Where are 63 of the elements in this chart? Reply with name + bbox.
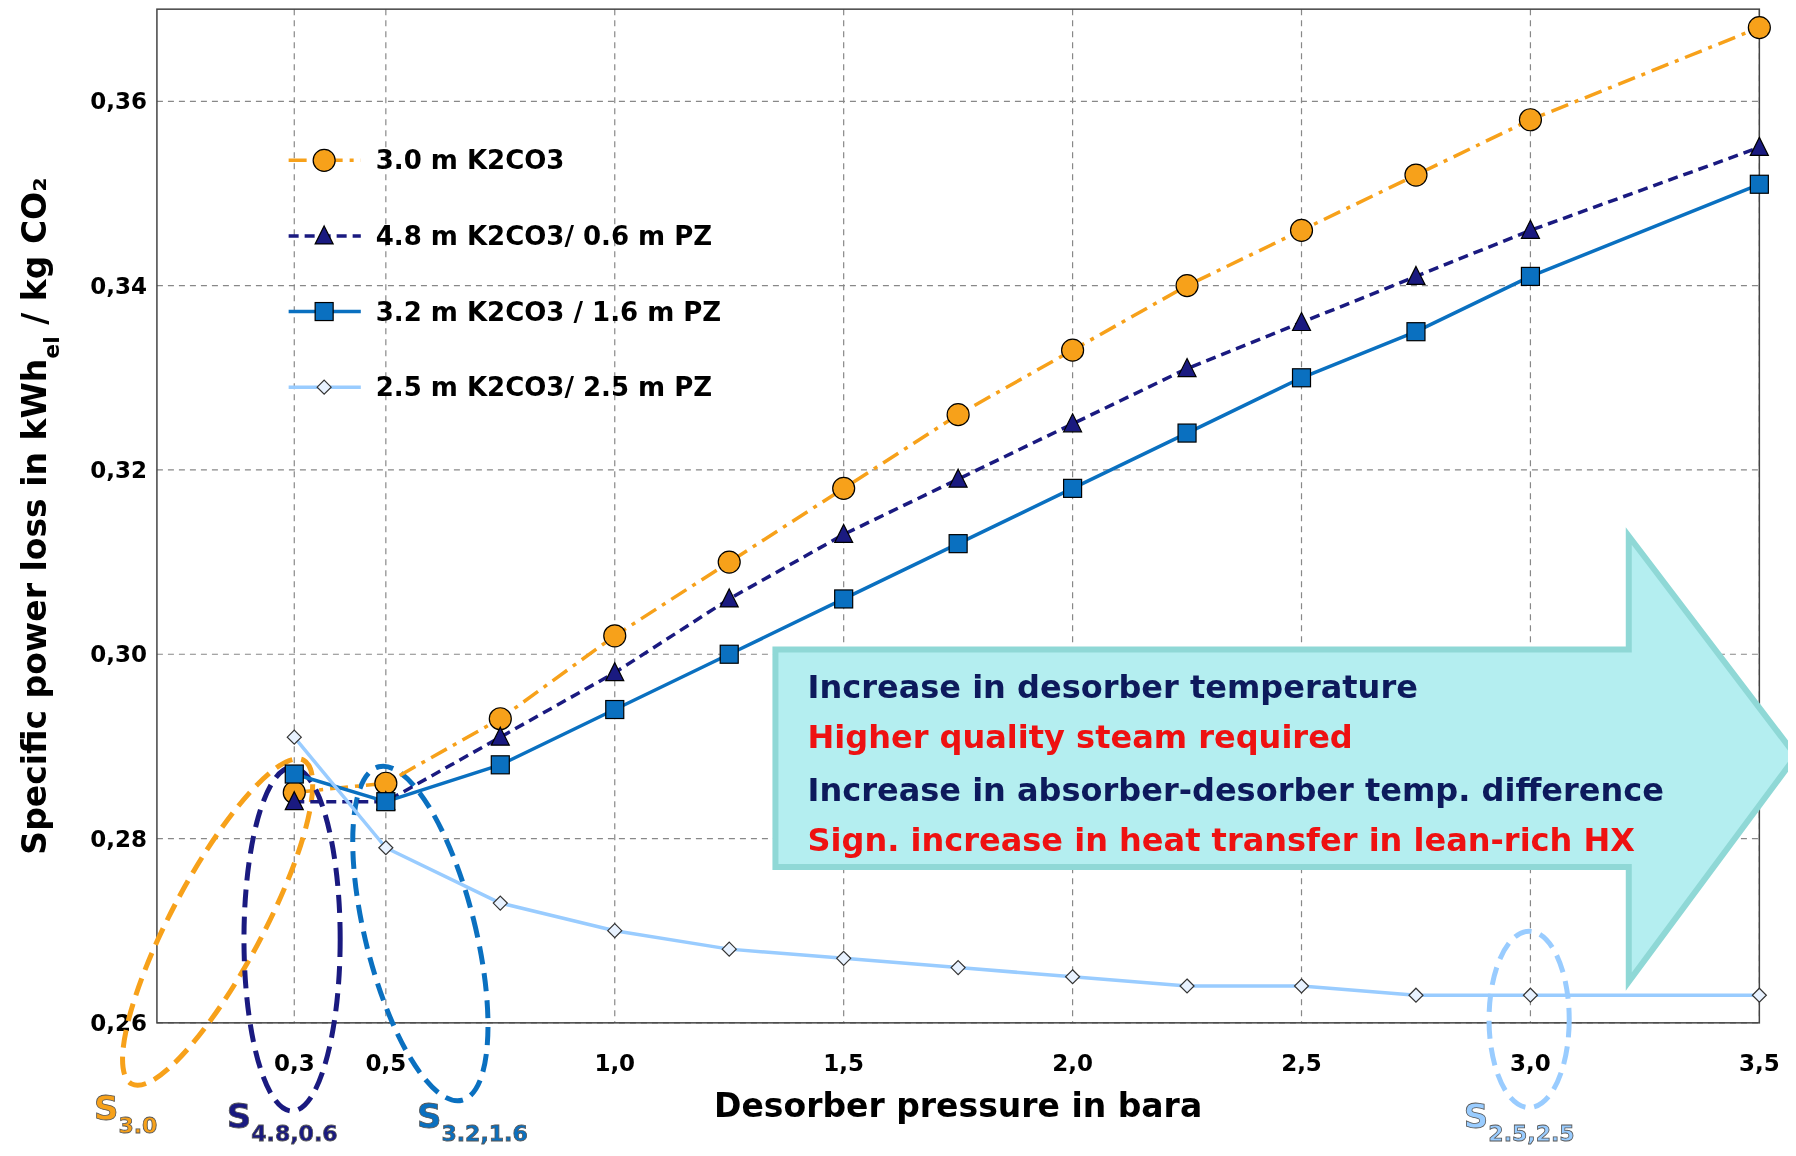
point [490,726,510,746]
y-tick-label: 0,32 [90,456,147,483]
point [605,662,625,682]
point [1177,357,1197,378]
x-tick-label: 0,5 [365,1049,407,1076]
point [1062,478,1083,498]
legend-label: 2.5 m K2CO3/ 2.5 m PZ [375,372,713,403]
y-tick-label: 0,36 [90,88,147,115]
legend-label: 3.0 m K2CO3 [375,145,565,176]
x-tick-label: 0,3 [273,1049,315,1076]
legend-label: 4.8 m K2CO3/ 0.6 m PZ [375,220,713,251]
y-tick-label: 0,28 [90,825,147,852]
point [948,468,968,488]
point [284,791,304,811]
point [1406,265,1426,286]
point [1062,413,1083,433]
point [374,771,398,795]
x-tick-label: 2,5 [1281,1049,1322,1076]
point [1060,338,1085,362]
point [717,550,741,574]
legend-label: 3.2 m K2CO3 / 1.6 m PZ [375,296,722,327]
x-axis-title: Desorber pressure in bara [714,1085,1203,1125]
point [1291,368,1312,388]
point [834,523,854,544]
point [832,476,856,500]
point [1404,163,1428,187]
annotation: Increase in desorber temperature [807,667,1418,706]
text: S$_{4.8,0.6}$ [226,1096,338,1146]
text: S$_{3.2,1.6}$ [416,1096,528,1146]
point [1518,108,1543,132]
text: S$_{3.0}$ [93,1088,158,1138]
point [1177,423,1197,443]
annotation: Sign. increase in heat transfer in lean-rich HX [807,821,1636,860]
point [1749,136,1769,156]
point [1520,219,1541,239]
point [605,699,625,720]
point [946,403,970,427]
x-tick-label: 1,5 [823,1049,865,1076]
point [1749,174,1769,194]
point [490,755,510,775]
x-tick-label: 3,0 [1510,1049,1551,1076]
point [1289,218,1314,242]
point [1291,311,1312,332]
point [948,534,968,554]
annotation: Increase in absorber-desorber temp. difference [807,770,1664,809]
x-tick-label: 2,0 [1052,1049,1093,1076]
point [719,588,739,608]
y-tick-label: 0,34 [90,272,147,299]
point [1175,274,1199,298]
y-tick-label: 0,30 [90,641,147,668]
point [488,707,512,731]
point [284,764,304,784]
point [603,624,627,648]
text: S$_{2.5,2.5}$ [1463,1096,1575,1146]
point [1406,322,1426,342]
annotation: Higher quality steam required [807,717,1353,756]
point [719,644,739,664]
point [1747,15,1771,40]
point [1520,266,1541,287]
y-tick-label: 0,26 [90,1009,147,1036]
point [834,589,854,609]
x-tick-label: 1,0 [594,1049,636,1076]
x-tick-label: 3,5 [1738,1049,1780,1076]
